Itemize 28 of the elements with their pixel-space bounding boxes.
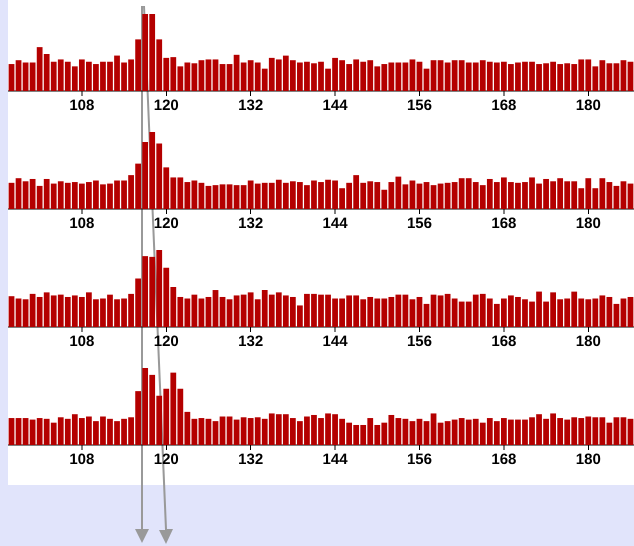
- x-tick-label: 144: [322, 215, 348, 232]
- x-tick-label: 132: [238, 333, 264, 350]
- x-tick-label: 156: [406, 333, 432, 350]
- x-tick-label: 180: [576, 97, 601, 114]
- x-tick-label: 144: [322, 451, 348, 468]
- x-tick-label: 108: [69, 215, 94, 232]
- x-tick-label: 144: [322, 97, 348, 114]
- x-tick-label: 156: [406, 215, 432, 232]
- x-tick-label: 132: [238, 97, 264, 114]
- x-tick-label: 132: [238, 451, 264, 468]
- x-tick-label: 156: [406, 97, 432, 114]
- x-tick-label: 120: [154, 215, 179, 232]
- x-tick-label: 144: [322, 333, 348, 350]
- x-tick-label: 168: [491, 451, 516, 468]
- x-tick-label: 108: [69, 97, 94, 114]
- x-tick-label: 180: [576, 333, 601, 350]
- x-tick-label: 108: [69, 333, 94, 350]
- x-tick-label: 168: [491, 333, 516, 350]
- x-tick-label: 120: [154, 451, 179, 468]
- x-tick-label: 168: [491, 97, 516, 114]
- x-tick-label: 132: [238, 215, 264, 232]
- x-tick-label: 120: [154, 97, 179, 114]
- x-tick-label: 108: [69, 451, 94, 468]
- x-tick-label: 120: [154, 333, 179, 350]
- x-tick-label: 168: [491, 215, 516, 232]
- x-tick-label: 180: [576, 451, 601, 468]
- x-tick-label: 156: [406, 451, 432, 468]
- x-tick-label: 180: [576, 215, 601, 232]
